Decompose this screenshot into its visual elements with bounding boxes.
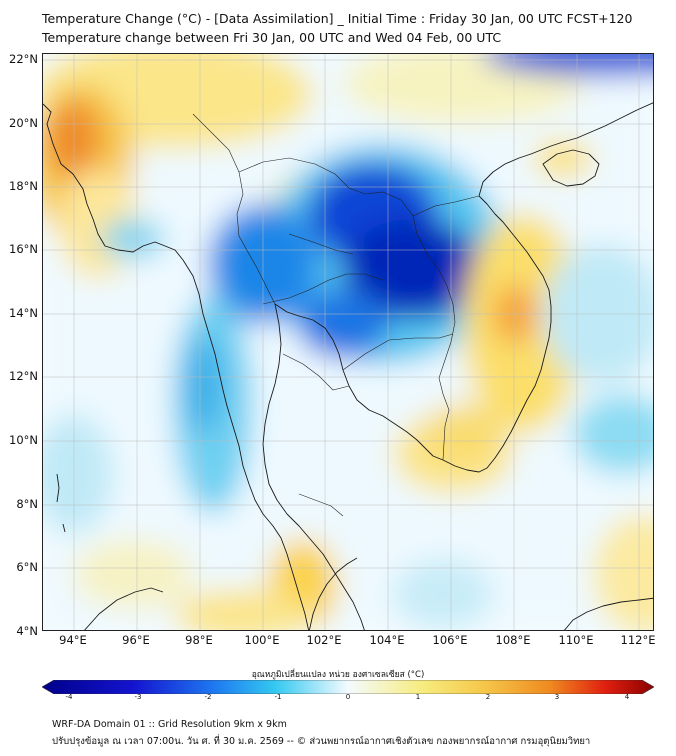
colorbar-tick: -4 xyxy=(65,693,73,701)
coastlines xyxy=(43,102,653,630)
lon-label-110: 110°E xyxy=(558,633,594,647)
footer-model-info: WRF-DA Domain 01 :: Grid Resolution 9km … xyxy=(52,719,287,730)
lon-label-112: 112°E xyxy=(620,633,656,647)
colorbar-tick: 0 xyxy=(345,693,351,701)
chart-title: Temperature Change (°C) - [Data Assimila… xyxy=(42,11,633,26)
lat-label-10: 10°N xyxy=(9,433,38,447)
lon-label-94: 94°E xyxy=(59,633,87,647)
lon-label-100: 100°E xyxy=(244,633,280,647)
colorbar-tick: 1 xyxy=(415,693,421,701)
country-borders xyxy=(192,113,480,517)
lat-label-6: 6°N xyxy=(16,560,38,574)
lat-label-14: 14°N xyxy=(9,306,38,320)
lon-label-96: 96°E xyxy=(122,633,150,647)
temperature-change-map xyxy=(42,53,654,631)
lat-label-22: 22°N xyxy=(9,52,38,66)
graticule xyxy=(43,54,653,630)
colorbar-graphic xyxy=(41,679,655,695)
lat-label-16: 16°N xyxy=(9,242,38,256)
colorbar xyxy=(41,679,655,695)
lon-label-106: 106°E xyxy=(432,633,468,647)
colorbar-tick: -3 xyxy=(134,693,142,701)
lat-label-18: 18°N xyxy=(9,179,38,193)
lon-label-104: 104°E xyxy=(369,633,405,647)
field-shading xyxy=(43,54,653,630)
lon-label-108: 108°E xyxy=(495,633,531,647)
map-canvas xyxy=(43,54,653,630)
lat-label-4: 4°N xyxy=(16,624,38,638)
lon-label-102: 102°E xyxy=(306,633,342,647)
colorbar-tick: -2 xyxy=(204,693,212,701)
colorbar-tick: 3 xyxy=(554,693,560,701)
lat-label-20: 20°N xyxy=(9,116,38,130)
colorbar-tick: -1 xyxy=(274,693,282,701)
colorbar-tick: 4 xyxy=(624,693,630,701)
lat-label-8: 8°N xyxy=(16,497,38,511)
chart-subtitle: Temperature change between Fri 30 Jan, 0… xyxy=(42,30,502,45)
footer-credit: ปรับปรุงข้อมูล ณ เวลา 07:00น. วัน ศ. ที่… xyxy=(52,736,591,747)
lat-label-12: 12°N xyxy=(9,369,38,383)
colorbar-label: อุณหภูมิเปลี่ยนแปลง หน่วย องศาเซลเซียส (… xyxy=(251,670,425,680)
colorbar-tick: 2 xyxy=(485,693,491,701)
lon-label-98: 98°E xyxy=(185,633,213,647)
